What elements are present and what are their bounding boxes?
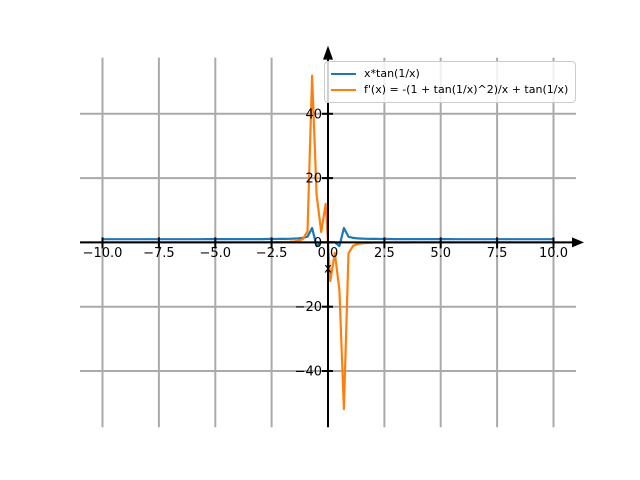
legend-entry-fprime: f'(x) = -(1 + tan(1/x)^2)/x + tan(1/x): [331, 82, 568, 98]
legend-label-f: x*tan(1/x): [364, 67, 420, 80]
legend-entry-f: x*tan(1/x): [331, 66, 568, 82]
legend-line-sample-fprime: [331, 89, 356, 91]
y-tick-label: 20: [305, 172, 322, 187]
y-axis-arrow-icon: [323, 45, 333, 60]
x-axis-arrow-icon: [572, 237, 584, 248]
x-tick-label: −7.5: [143, 246, 175, 261]
legend-label-fprime: f'(x) = -(1 + tan(1/x)^2)/x + tan(1/x): [364, 83, 569, 96]
x-tick-label: −5.0: [200, 246, 232, 261]
legend-line-sample-f: [331, 73, 356, 75]
x-tick-label: 7.5: [487, 246, 508, 261]
x-tick-label: 2.5: [374, 246, 395, 261]
x-tick-label: −2.5: [256, 246, 288, 261]
y-tick-label: −20: [295, 300, 322, 315]
legend: x*tan(1/x) f'(x) = -(1 + tan(1/x)^2)/x +…: [324, 61, 577, 103]
x-tick-label: −10.0: [83, 246, 123, 261]
y-tick-label: 40: [305, 107, 322, 122]
x-tick-label: 5.0: [430, 246, 451, 261]
x-axis-label: x: [324, 261, 332, 276]
x-tick-label: 0.0: [318, 246, 339, 261]
y-tick-label: 0: [314, 236, 322, 251]
x-tick-label: 10.0: [539, 246, 568, 261]
y-tick-label: −40: [295, 365, 322, 380]
